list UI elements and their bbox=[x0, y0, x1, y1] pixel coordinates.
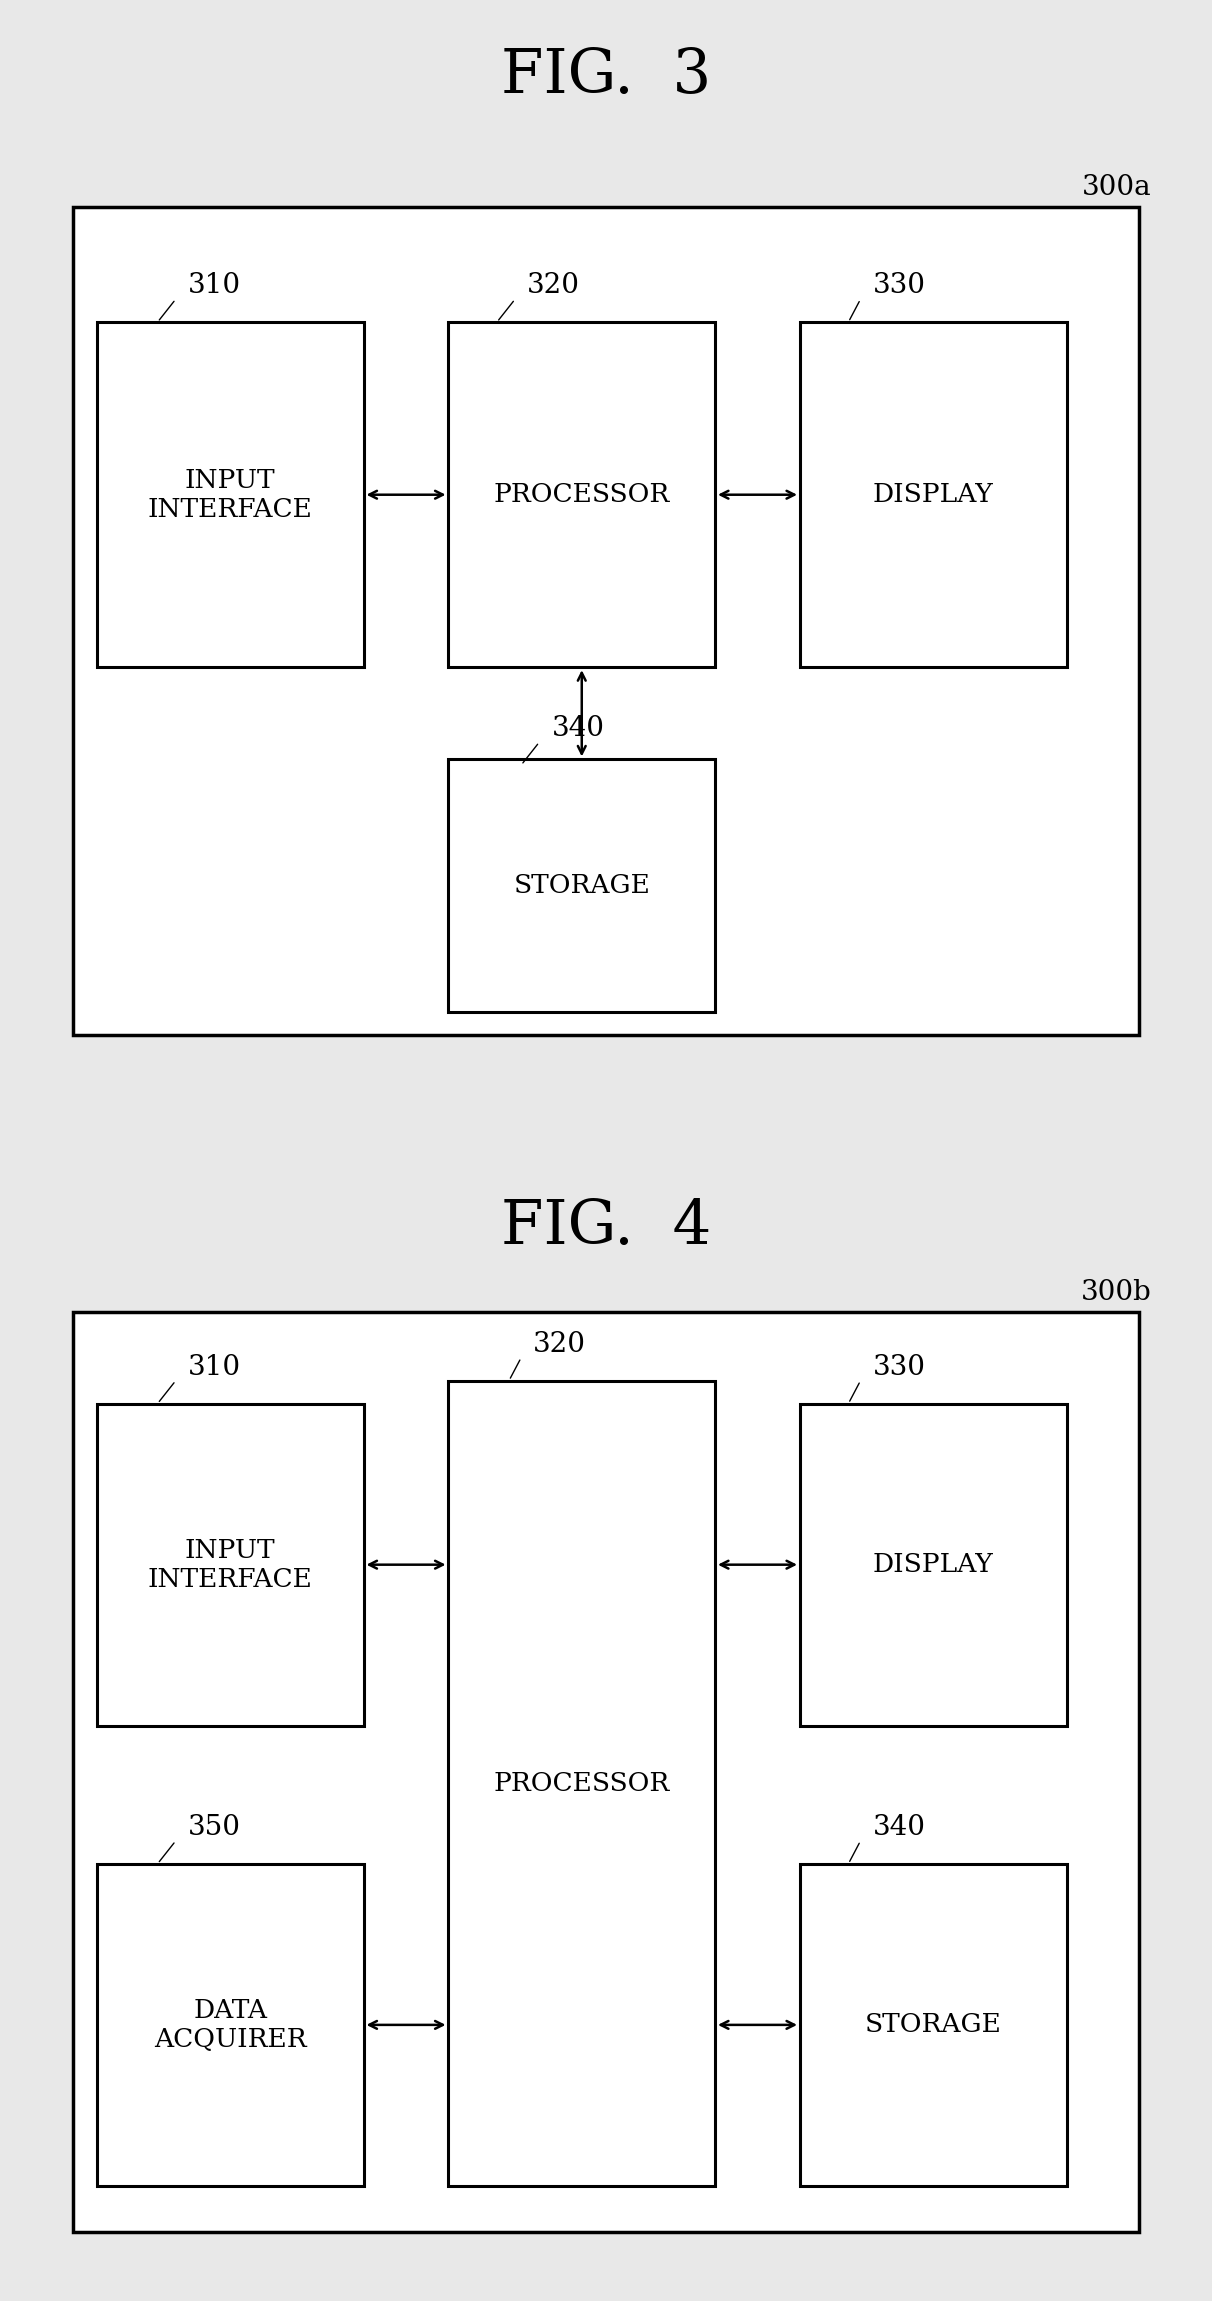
Text: 340: 340 bbox=[551, 716, 605, 741]
Bar bbox=[73, 1312, 1139, 2232]
Bar bbox=[448, 1381, 715, 2186]
Text: 330: 330 bbox=[873, 272, 926, 299]
Text: INPUT
INTERFACE: INPUT INTERFACE bbox=[148, 467, 313, 522]
Bar bbox=[97, 1404, 364, 1726]
Text: PROCESSOR: PROCESSOR bbox=[493, 483, 670, 506]
Text: 310: 310 bbox=[188, 1353, 241, 1381]
Text: 300b: 300b bbox=[1081, 1279, 1151, 1305]
Text: 320: 320 bbox=[527, 272, 581, 299]
Bar bbox=[73, 207, 1139, 1035]
Text: DATA
ACQUIRER: DATA ACQUIRER bbox=[154, 1997, 307, 2052]
Text: FIG.  4: FIG. 4 bbox=[501, 1197, 711, 1256]
Bar bbox=[800, 1404, 1067, 1726]
Text: DISPLAY: DISPLAY bbox=[873, 1553, 994, 1576]
Text: INPUT
INTERFACE: INPUT INTERFACE bbox=[148, 1537, 313, 1592]
Text: 350: 350 bbox=[188, 1813, 241, 1841]
Bar bbox=[97, 1864, 364, 2186]
Bar bbox=[800, 322, 1067, 667]
Text: 340: 340 bbox=[873, 1813, 926, 1841]
Text: FIG.  3: FIG. 3 bbox=[501, 46, 711, 106]
Text: 330: 330 bbox=[873, 1353, 926, 1381]
Text: STORAGE: STORAGE bbox=[865, 2013, 1001, 2036]
Text: 300a: 300a bbox=[1082, 175, 1151, 202]
Bar bbox=[448, 759, 715, 1012]
Text: DISPLAY: DISPLAY bbox=[873, 483, 994, 506]
Bar bbox=[448, 322, 715, 667]
Text: PROCESSOR: PROCESSOR bbox=[493, 1772, 670, 1795]
Text: 310: 310 bbox=[188, 272, 241, 299]
Bar bbox=[800, 1864, 1067, 2186]
Text: STORAGE: STORAGE bbox=[514, 874, 650, 897]
Text: 320: 320 bbox=[533, 1330, 587, 1358]
Bar bbox=[97, 322, 364, 667]
